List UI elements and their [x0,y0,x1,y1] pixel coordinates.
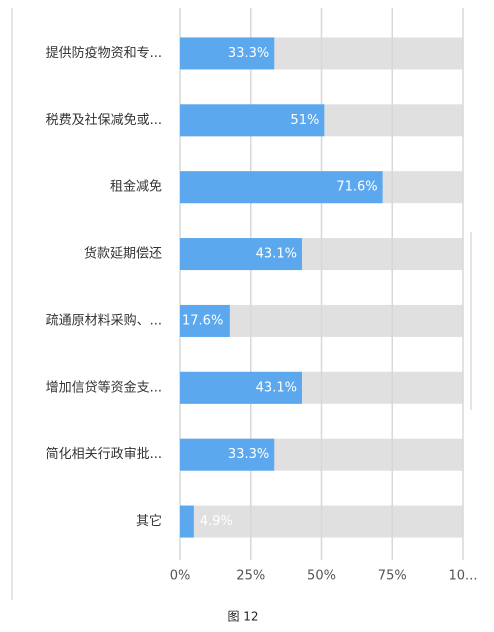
value-label: 17.6% [182,313,223,328]
y-tick-label: 提供防疫物资和专... [46,45,162,61]
y-tick-label: 货款延期偿还 [84,246,162,262]
bar [180,171,383,204]
y-tick-label: 增加信贷等资金支... [46,379,162,395]
x-tick-label: 75% [378,569,407,584]
value-label: 4.9% [200,514,233,529]
value-label: 51% [290,113,319,128]
bar [180,438,275,471]
x-tick-label: 10... [449,569,478,584]
bar [180,505,194,538]
x-tick-label: 50% [307,569,336,584]
bar [180,104,325,137]
y-tick-label: 税费及社保减免或... [46,112,162,128]
value-label: 43.1% [256,380,297,395]
bar [180,238,302,271]
y-tick-label: 简化相关行政审批... [46,446,162,462]
y-tick-label: 租金减免 [110,179,162,195]
value-label: 33.3% [228,447,269,462]
value-label: 43.1% [256,247,297,262]
caption: 图 12 [227,610,258,624]
bar [180,304,230,337]
y-tick-label: 疏通原材料采购、... [46,312,162,328]
bar [180,371,302,404]
x-tick-label: 0% [170,569,191,584]
value-label: 33.3% [228,46,269,61]
bar [180,37,275,70]
value-label: 71.6% [336,180,377,195]
x-tick-label: 25% [236,569,265,584]
y-tick-label: 其它 [136,513,162,529]
